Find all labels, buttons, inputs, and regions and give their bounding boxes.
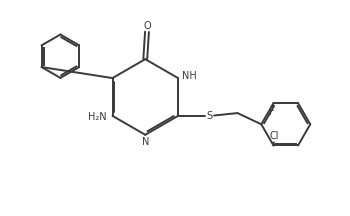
Text: S: S <box>206 111 212 121</box>
Text: F: F <box>269 107 275 117</box>
Text: N: N <box>141 137 149 148</box>
Text: NH: NH <box>182 71 197 81</box>
Text: H₂N: H₂N <box>88 112 106 122</box>
Text: Cl: Cl <box>270 131 279 141</box>
Text: O: O <box>143 21 151 31</box>
